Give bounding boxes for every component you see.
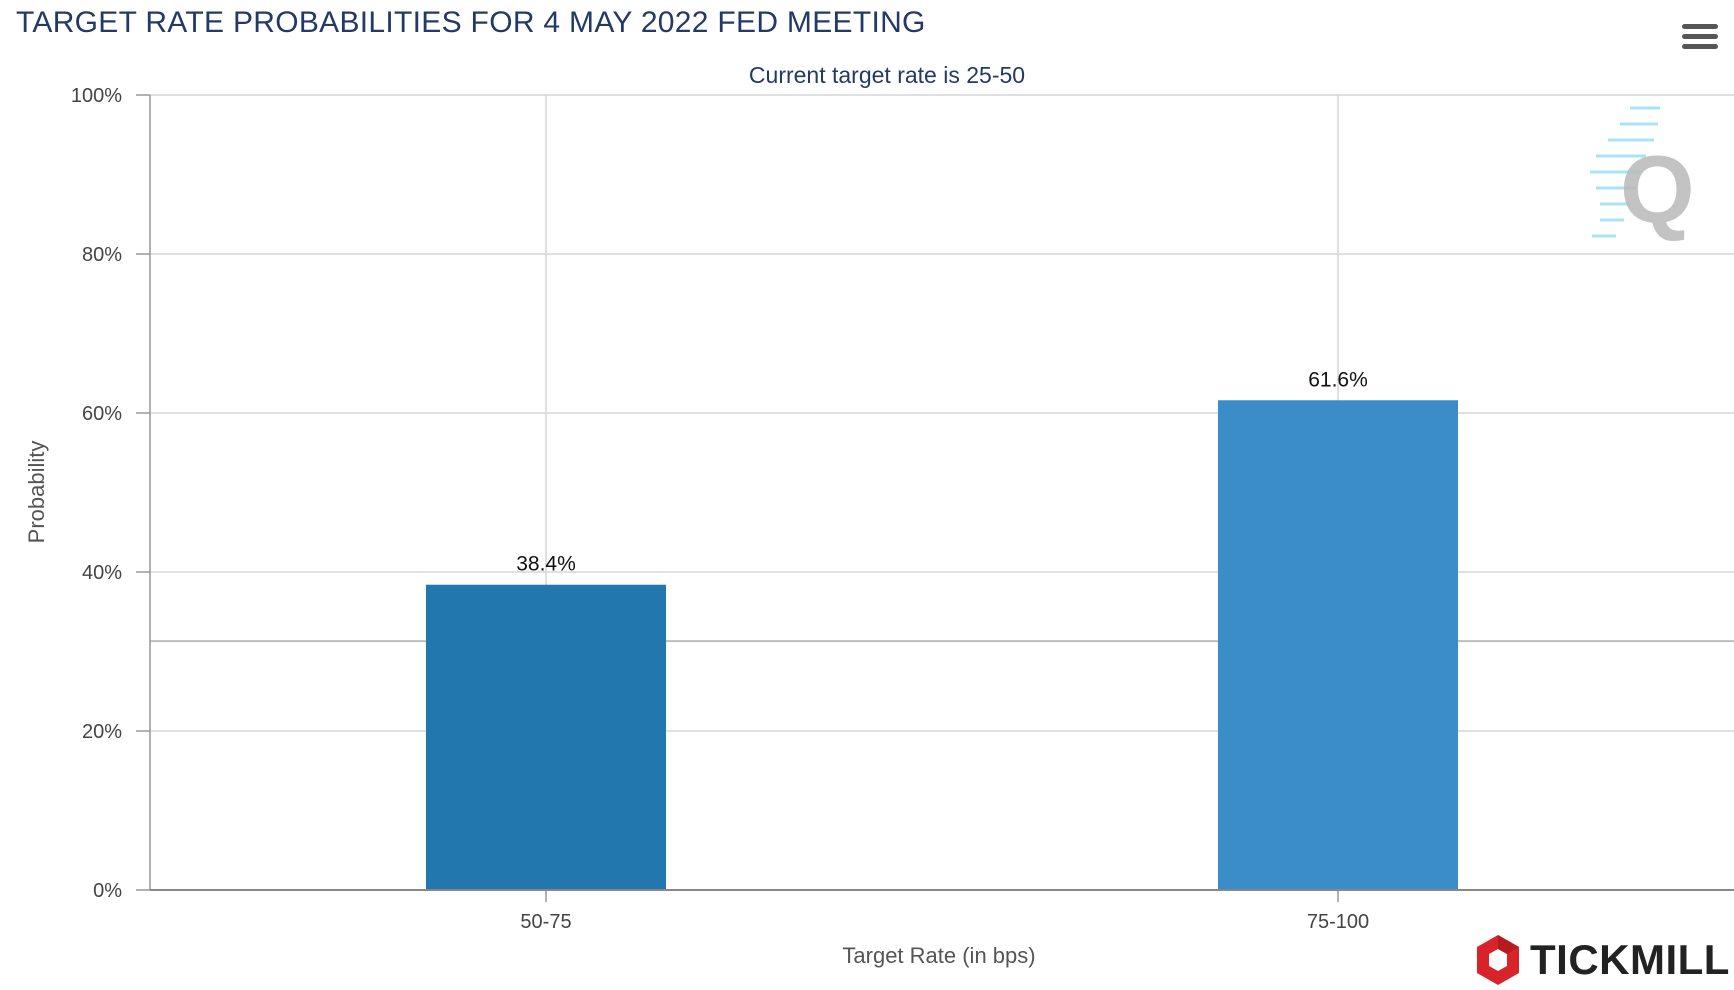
x-tick-label: 50-75 [520,911,571,933]
chart-subtitle: Current target rate is 25-50 [748,62,1026,88]
bar-75-100[interactable] [1218,400,1458,890]
axes [136,94,1734,902]
bar-50-75[interactable] [426,584,666,890]
menu-bar [1682,44,1718,49]
watermark-glyph: Q [1620,136,1695,243]
tickmill-logo-icon [1477,935,1519,985]
y-axis-title: Probability [24,441,49,544]
bar-series [426,400,1458,890]
y-tick-label: 60% [82,403,122,425]
x-tick-label: 75-100 [1307,911,1369,933]
grid-lines [150,94,1734,890]
y-tick-label: 0% [93,880,122,902]
chart-title: TARGET RATE PROBABILITIES FOR 4 MAY 2022… [16,6,926,39]
bar-value-label: 61.6% [1308,368,1368,391]
y-tick-label: 40% [82,562,122,584]
quikstrike-logo-icon: Q [1590,106,1695,243]
x-axis-title: Target Rate (in bps) [842,943,1035,968]
hamburger-menu-icon[interactable] [1682,24,1718,56]
tickmill-brand: TICKMILL [1474,932,1730,988]
y-tick-label: 100% [71,85,122,107]
axis-labels: 0% 20% 40% 60% 80% 100% 38.4% 50-75 61.6% 75-100 [71,85,1369,933]
brand-name: TICKMILL [1530,936,1730,983]
menu-bar [1682,24,1718,29]
y-tick-label: 80% [82,244,122,266]
menu-bar [1682,34,1718,39]
y-tick-label: 20% [82,721,122,743]
bar-value-label: 38.4% [516,553,576,576]
